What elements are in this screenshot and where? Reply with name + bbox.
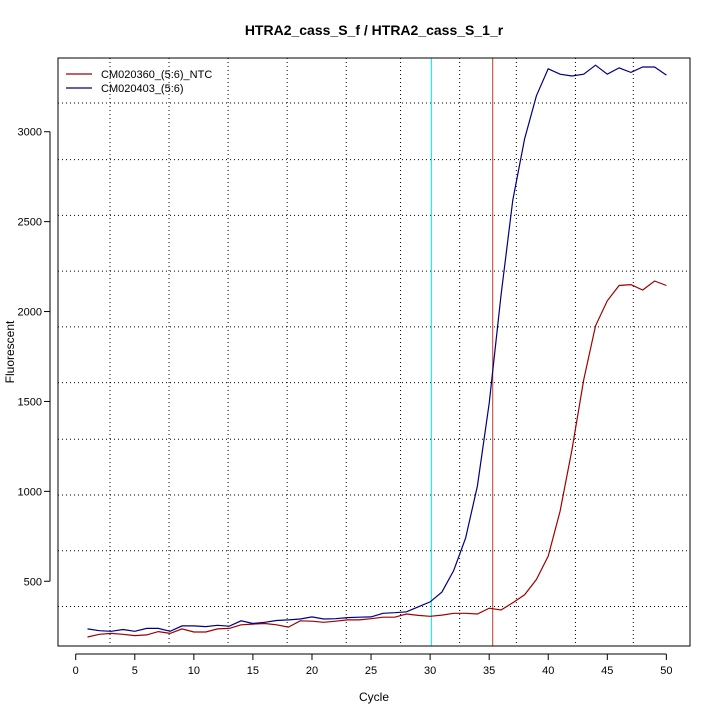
y-tick-label: 2000 xyxy=(18,307,42,319)
x-tick-label: 5 xyxy=(132,665,138,677)
y-tick-label: 1000 xyxy=(18,486,42,498)
x-tick-label: 30 xyxy=(424,665,436,677)
legend: CM020360_(5:6)_NTC CM020403_(5:6) xyxy=(66,69,212,95)
x-tick-label: 10 xyxy=(188,665,200,677)
plot-frame xyxy=(57,57,691,647)
legend-entry-label: CM020360_(5:6)_NTC xyxy=(101,69,212,81)
x-axis-label: Cycle xyxy=(359,690,389,704)
chart-title: HTRA2_cass_S_f / HTRA2_cass_S_1_r xyxy=(245,22,504,38)
y-tick-label: 2500 xyxy=(18,217,42,229)
x-tick-label: 0 xyxy=(73,665,79,677)
series-line xyxy=(87,280,667,638)
y-axis: 500 1000 1500 2000 2500 3000 xyxy=(18,127,51,588)
series-line xyxy=(87,64,667,632)
threshold-lines xyxy=(430,58,494,646)
grid xyxy=(58,58,690,646)
y-tick-label: 3000 xyxy=(18,127,42,139)
x-tick-label: 20 xyxy=(306,665,318,677)
x-axis: 0 5 10 15 20 25 30 35 40 45 50 xyxy=(73,653,672,677)
x-tick-label: 25 xyxy=(365,665,377,677)
y-axis-label: Fluorescent xyxy=(3,320,17,383)
y-tick-label: 500 xyxy=(24,576,42,588)
series-lines xyxy=(87,64,667,638)
x-tick-label: 35 xyxy=(483,665,495,677)
y-tick-label: 1500 xyxy=(18,396,42,408)
x-tick-label: 50 xyxy=(660,665,672,677)
x-tick-label: 15 xyxy=(247,665,259,677)
x-tick-label: 40 xyxy=(542,665,554,677)
legend-entry-label: CM020403_(5:6) xyxy=(101,83,184,95)
x-tick-label: 45 xyxy=(601,665,613,677)
